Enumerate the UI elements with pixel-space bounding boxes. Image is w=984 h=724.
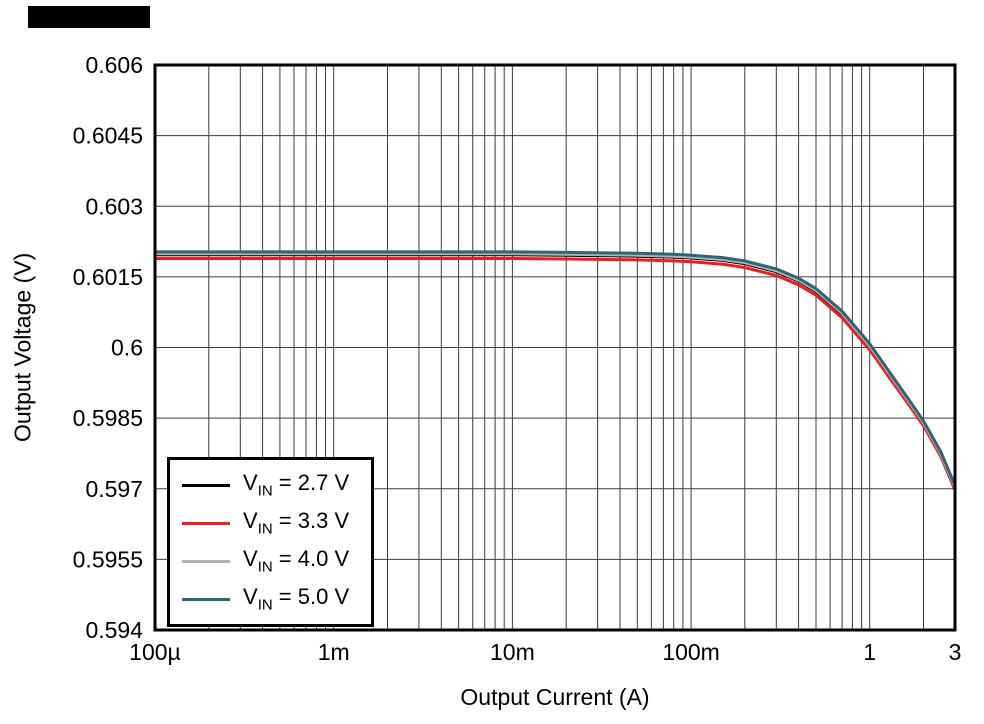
y-tick-label: 0.6015 [73, 264, 143, 290]
x-tick-label: 100m [662, 639, 720, 665]
series-line [153, 253, 957, 490]
y-tick-label: 0.606 [85, 52, 143, 78]
legend-line-swatch [182, 559, 230, 563]
legend-label: VIN = 3.3 V [243, 508, 350, 538]
legend-item: VIN = 2.7 V [182, 468, 349, 502]
y-axis-title-text: Output Voltage (V) [9, 252, 36, 443]
legend-label: VIN = 5.0 V [243, 584, 350, 614]
legend-label: VIN = 2.7 V [243, 470, 350, 500]
series-line [153, 257, 957, 492]
x-tick-label: 1 [863, 639, 876, 665]
x-tick-label: 3 [949, 639, 962, 665]
y-tick-label: 0.603 [85, 193, 143, 219]
legend-item: VIN = 3.3 V [182, 506, 349, 540]
legend-label: VIN = 4.0 V [243, 546, 350, 576]
corner-artifact [28, 6, 150, 28]
y-tick-label: 0.597 [85, 476, 143, 502]
legend-item: VIN = 5.0 V [182, 582, 349, 616]
y-tick-label: 0.594 [85, 617, 143, 643]
y-tick-label: 0.6 [111, 335, 143, 361]
legend-line-swatch [182, 483, 230, 487]
x-tick-label: 100µ [129, 639, 181, 665]
legend-item: VIN = 4.0 V [182, 544, 349, 578]
y-tick-label: 0.5955 [73, 546, 143, 572]
plot-frame [153, 63, 957, 632]
y-tick-label: 0.5985 [73, 405, 143, 431]
y-axis-title: Output Voltage (V) [6, 65, 40, 630]
legend: VIN = 2.7 V VIN = 3.3 V VIN = 4.0 V VIN = 5… [167, 457, 375, 627]
series-line [153, 250, 957, 487]
legend-line-swatch [182, 597, 230, 601]
x-axis-title-text: Output Current (A) [460, 684, 650, 710]
series-line [153, 252, 957, 489]
x-tick-label: 1m [318, 639, 350, 665]
x-axis-title: Output Current (A) [155, 684, 955, 711]
legend-line-swatch [182, 521, 230, 525]
y-tick-label: 0.6045 [73, 123, 143, 149]
x-tick-label: 10m [490, 639, 535, 665]
